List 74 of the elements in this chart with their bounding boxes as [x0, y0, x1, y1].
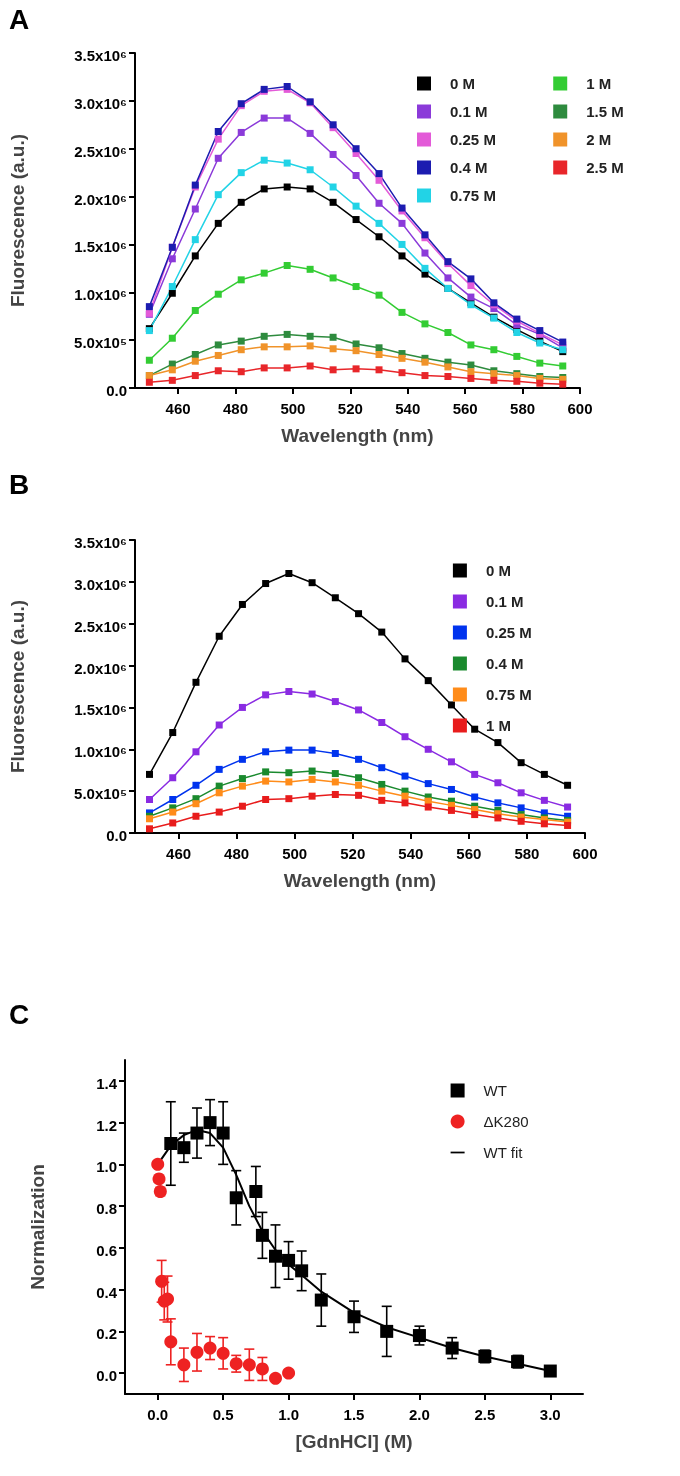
legend-label: 1 M	[586, 75, 612, 92]
legend-label: 2.5 M	[586, 159, 624, 176]
chart-title: C	[9, 998, 30, 1030]
y-tick-label: 3.5x10⁶	[74, 534, 127, 551]
y-tick-label: 0.0	[106, 382, 127, 399]
y-tick-label: 1.4	[96, 1074, 118, 1092]
legend-label: 0.4 M	[485, 655, 524, 672]
legend-label: ΔK280	[483, 1113, 529, 1130]
x-tick-label: 500	[282, 845, 308, 862]
x-axis-title: Wavelength (nm)	[281, 425, 434, 446]
y-tick-label: 0.8	[96, 1200, 117, 1218]
y-tick-label: 1.0x10⁶	[74, 286, 127, 304]
x-tick-label: 480	[222, 400, 248, 417]
y-tick-label: 3.0x10⁶	[74, 94, 127, 112]
legend-label: 0.25 M	[485, 624, 532, 641]
legend-label: 0 M	[485, 562, 511, 579]
legend-label: 2 M	[586, 131, 612, 148]
x-axis-title: [GdnHCl] (M)	[295, 1431, 413, 1452]
x-tick-label: 480	[224, 845, 250, 862]
x-tick-label: 1.0	[278, 1406, 299, 1423]
y-tick-label: 2.5x10⁶	[74, 142, 127, 160]
legend-label: WT fit	[483, 1144, 524, 1161]
y-tick-label: 3.5x10⁶	[74, 47, 127, 64]
y-tick-label: 2.0x10⁶	[74, 190, 127, 208]
chart-title: B	[9, 468, 30, 500]
x-tick-label: 2.0	[409, 1406, 430, 1423]
x-tick-label: 560	[456, 845, 482, 862]
x-tick-label: 0.0	[147, 1406, 169, 1423]
legend-label: WT	[483, 1082, 507, 1099]
chart-title: A	[9, 3, 30, 35]
x-tick-label: 2.5	[474, 1406, 496, 1423]
y-tick-label: 2.5x10⁶	[74, 617, 127, 635]
y-tick-label: 2.0x10⁶	[74, 659, 127, 677]
x-tick-label: 580	[510, 400, 536, 417]
legend-label: 1 M	[485, 717, 511, 734]
y-tick-label: 0.2	[96, 1325, 117, 1343]
y-tick-label: 0.0	[106, 827, 127, 844]
y-tick-label: 0.6	[96, 1241, 117, 1259]
x-tick-label: 520	[340, 845, 366, 862]
y-tick-label: 5.0x10⁵	[74, 785, 127, 803]
legend-label: 1.5 M	[586, 103, 624, 120]
x-tick-label: 460	[166, 845, 192, 862]
x-tick-label: 580	[514, 845, 540, 862]
x-tick-label: 540	[395, 400, 421, 417]
x-tick-label: 600	[572, 845, 598, 862]
y-tick-label: 5.0x10⁵	[74, 334, 127, 352]
x-tick-label: 1.5	[343, 1406, 365, 1423]
legend-label: 0 M	[450, 75, 476, 92]
legend-label: 0.75 M	[450, 187, 496, 204]
x-tick-label: 560	[452, 400, 478, 417]
x-tick-label: 3.0	[539, 1406, 561, 1423]
y-axis-title: Normalization	[27, 1164, 48, 1290]
y-axis-title: Fluorescence (a.u.)	[7, 599, 28, 774]
x-tick-label: 460	[165, 400, 191, 417]
legend-label: 0.25 M	[450, 131, 496, 148]
legend-label: 0.1 M	[485, 593, 524, 610]
legend-label: 0.1 M	[450, 103, 488, 120]
x-axis-title: Wavelength (nm)	[283, 870, 437, 891]
y-tick-label: 1.5x10⁶	[74, 701, 127, 719]
y-tick-label: 0.0	[96, 1367, 117, 1385]
y-tick-label: 3.0x10⁶	[74, 575, 127, 593]
x-tick-label: 600	[567, 400, 593, 417]
x-tick-label: 540	[398, 845, 424, 862]
x-tick-label: 500	[280, 400, 306, 417]
y-tick-label: 1.2	[96, 1116, 117, 1134]
legend-label: 0.4 M	[450, 159, 488, 176]
x-tick-label: 0.5	[212, 1406, 234, 1423]
x-tick-label: 520	[337, 400, 363, 417]
y-tick-label: 1.5x10⁶	[74, 238, 127, 256]
legend-label: 0.75 M	[485, 686, 532, 703]
y-tick-label: 1.0	[96, 1158, 117, 1176]
y-tick-label: 0.4	[96, 1283, 118, 1301]
y-tick-label: 1.0x10⁶	[74, 743, 127, 761]
y-axis-title: Fluorescence (a.u.)	[7, 133, 28, 308]
